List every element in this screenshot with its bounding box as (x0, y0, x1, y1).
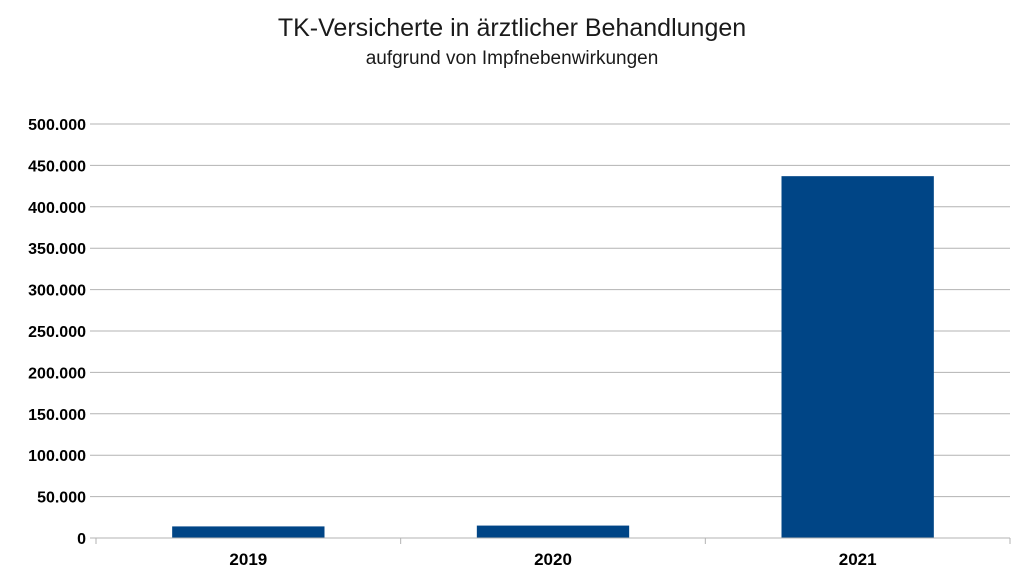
bars (172, 176, 934, 538)
y-tick-label: 100.000 (28, 448, 86, 465)
y-tick-label: 500.000 (28, 117, 86, 134)
chart-title: TK-Versicherte in ärztlicher Behandlunge… (277, 14, 747, 42)
y-axis-ticks: 0 50.000 100.000 150.000 200.000 250.000 300.0… (28, 117, 86, 548)
x-tick-label: 2019 (229, 550, 267, 569)
bar-2019 (172, 526, 325, 538)
chart-subtitle: aufgrund von Impfnebenwirkungen (365, 48, 659, 69)
bar-2021 (781, 176, 934, 538)
y-tick-label: 200.000 (28, 365, 86, 382)
x-axis (95, 537, 1011, 544)
y-tick-label: 150.000 (28, 407, 86, 424)
x-axis-labels: 2019 2020 2021 (229, 550, 876, 569)
y-tick-label: 50.000 (37, 490, 86, 507)
y-tick-label: 400.000 (28, 200, 86, 217)
x-tick-label: 2021 (839, 550, 877, 569)
y-tick-label: 450.000 (28, 158, 86, 175)
y-tick-label: 250.000 (28, 324, 86, 341)
y-tick-label: 0 (77, 531, 86, 548)
bar-2020 (476, 525, 630, 538)
y-tick-label: 300.000 (28, 283, 86, 300)
x-tick-label: 2020 (534, 550, 572, 569)
y-tick-label: 350.000 (28, 241, 86, 258)
